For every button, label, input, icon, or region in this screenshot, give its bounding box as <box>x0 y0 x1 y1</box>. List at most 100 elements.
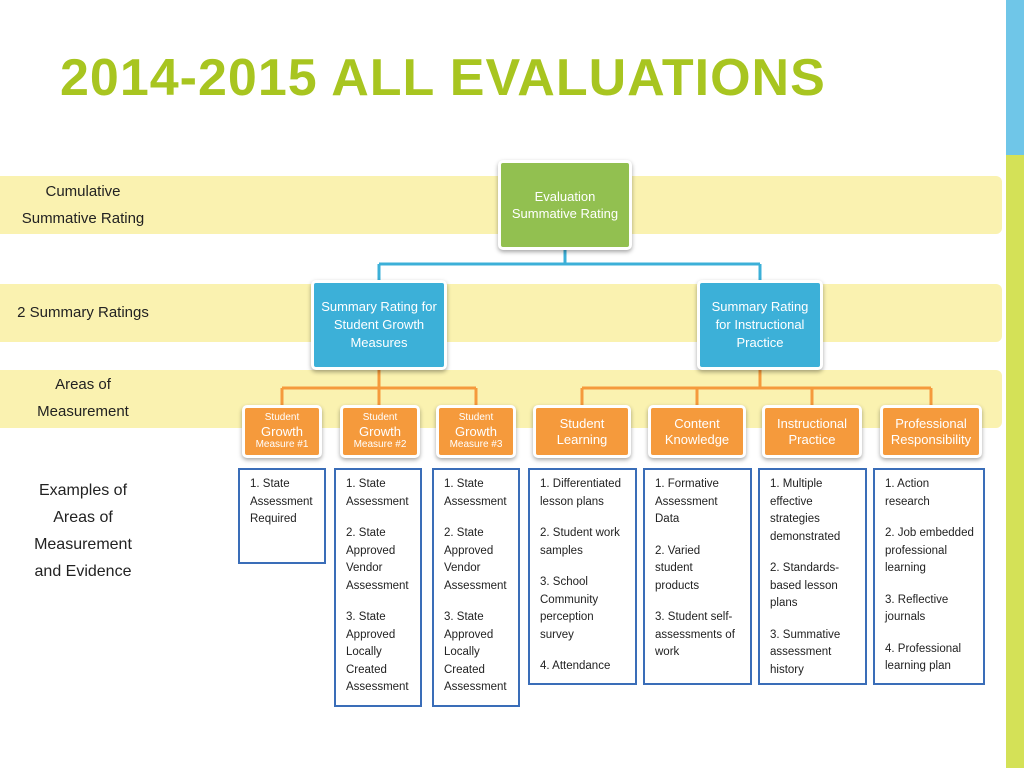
root-node-evaluation-summative-rating: Evaluation Summative Rating <box>498 160 632 250</box>
example-line: Locally <box>444 646 480 658</box>
page-title: 2014-2015 ALL EVALUATIONS <box>60 49 826 107</box>
example-line: survey <box>540 628 574 641</box>
node-line: Growth <box>359 424 401 439</box>
node-text: Student Growth Measure #1 <box>256 412 309 451</box>
node-text: Student Growth Measure #2 <box>354 412 407 451</box>
example-box-professional-responsibility: 1. Action research 2. Job embedded profe… <box>873 468 985 685</box>
node-text: Summary Rating for Student Growth Measur… <box>321 298 437 352</box>
example-line: Data <box>655 513 680 525</box>
example-line: professional <box>885 544 948 557</box>
node-line: Summative Rating <box>511 206 619 221</box>
example-line: products <box>655 579 700 592</box>
example-line: Locally <box>346 646 382 658</box>
example-line: Created <box>346 663 387 676</box>
example-item: 3. State Approved Locally Created Assess… <box>444 609 510 697</box>
example-item: 1. Formative Assessment Data <box>655 476 742 529</box>
example-box-growth-measure-1: 1. State Assessment Required <box>238 468 326 564</box>
example-line: Assessment <box>444 495 507 508</box>
node-text: Evaluation Summative Rating <box>512 188 618 222</box>
example-line: Approved <box>346 544 396 557</box>
example-line: Vendor <box>444 562 481 574</box>
summary-node-student-growth: Summary Rating for Student Growth Measur… <box>311 280 447 370</box>
node-line: Professional <box>895 415 967 431</box>
example-line: 3. State <box>346 611 386 623</box>
example-line: 4. Professional <box>885 642 962 655</box>
node-line: Measure #2 <box>353 439 407 450</box>
example-line: 2. Job embedded <box>885 527 974 539</box>
example-line: 2. State <box>346 527 386 539</box>
example-item: 2. Student work samples <box>540 525 627 560</box>
example-line: 2. State <box>444 527 484 539</box>
example-item: 1. State Assessment <box>444 476 510 511</box>
example-line: Created <box>444 663 485 676</box>
node-line: Evaluation <box>534 189 596 204</box>
row-label-line: Areas of <box>55 376 111 393</box>
example-line: Approved <box>346 628 396 641</box>
example-line: Community <box>540 593 599 606</box>
example-line: Assessment <box>444 681 507 693</box>
example-item: 1. State Assessment Required <box>250 476 316 529</box>
example-line: 1. Action <box>885 478 930 490</box>
node-text: Student Growth Measure #3 <box>450 412 503 451</box>
node-line: Student <box>264 412 300 423</box>
example-item: 3. Student self- assessments of work <box>655 609 742 662</box>
node-line: Student <box>559 415 605 431</box>
example-line: 2. Standards- <box>770 562 840 574</box>
example-box-content-knowledge: 1. Formative Assessment Data 2. Varied s… <box>643 468 752 685</box>
example-item: 3. State Approved Locally Created Assess… <box>346 609 412 697</box>
example-line: learning plan <box>885 660 951 672</box>
example-line: demonstrated <box>770 530 841 543</box>
node-line: Instructional <box>776 415 848 431</box>
example-line: 4. Attendance <box>540 660 611 672</box>
node-line: Summary Rating <box>711 299 809 314</box>
example-item: 1. State Assessment <box>346 476 412 511</box>
node-text: Student Learning <box>557 416 608 448</box>
example-item: 4. Attendance <box>540 658 627 676</box>
row-label-line: Measurement <box>34 536 132 553</box>
node-text: Summary Rating for Instructional Practic… <box>712 298 809 352</box>
measure-node-content-knowledge: Content Knowledge <box>648 405 746 458</box>
example-line: 3. Summative <box>770 628 841 641</box>
row-label-cumulative: Cumulative Summative Rating <box>8 178 158 232</box>
node-line: Measure #3 <box>449 439 503 450</box>
node-line: Student Growth <box>333 317 425 332</box>
example-item: 1. Multiple effective strategies demonst… <box>770 476 857 546</box>
example-item: 3. School Community perception survey <box>540 574 627 644</box>
example-line: assessments of <box>655 628 735 641</box>
example-item: 3. Reflective journals <box>885 592 975 627</box>
example-line: Assessment <box>346 681 409 693</box>
example-line: 3. State <box>444 611 484 623</box>
example-line: based lesson <box>770 579 838 592</box>
example-line: 1. State <box>250 478 290 490</box>
node-line: Student <box>458 412 494 423</box>
band-summary <box>0 284 1002 342</box>
node-line: Measures <box>350 335 408 350</box>
example-line: perception <box>540 611 594 623</box>
example-line: samples <box>540 544 583 557</box>
example-line: Assessment <box>250 495 313 508</box>
row-label-line: and Evidence <box>34 563 132 580</box>
edge-accent-blue <box>1006 0 1024 155</box>
node-text: Instructional Practice <box>777 416 847 448</box>
example-line: 3. Student self- <box>655 611 733 623</box>
node-line: Content <box>674 415 720 431</box>
example-box-growth-measure-2: 1. State Assessment 2. State Approved Ve… <box>334 468 422 707</box>
example-line: learning <box>885 562 926 574</box>
row-label-summary: 2 Summary Ratings <box>17 304 149 321</box>
measure-node-instructional-practice: Instructional Practice <box>762 405 862 458</box>
row-label-line: Summative Rating <box>21 210 145 227</box>
example-line: Approved <box>444 628 494 641</box>
example-line: work <box>655 646 680 658</box>
node-line: Responsibility <box>890 431 972 447</box>
example-line: journals <box>885 611 926 623</box>
node-line: Practice <box>788 431 836 447</box>
example-line: plans <box>770 597 798 609</box>
measure-node-professional-responsibility: Professional Responsibility <box>880 405 982 458</box>
example-line: 3. School <box>540 576 588 588</box>
example-item: 3. Summative assessment history <box>770 627 857 680</box>
edge-accent-green <box>1006 155 1024 768</box>
example-line: Assessment <box>655 495 718 508</box>
example-line: 1. Formative <box>655 478 719 490</box>
example-line: Assessment <box>444 579 507 592</box>
